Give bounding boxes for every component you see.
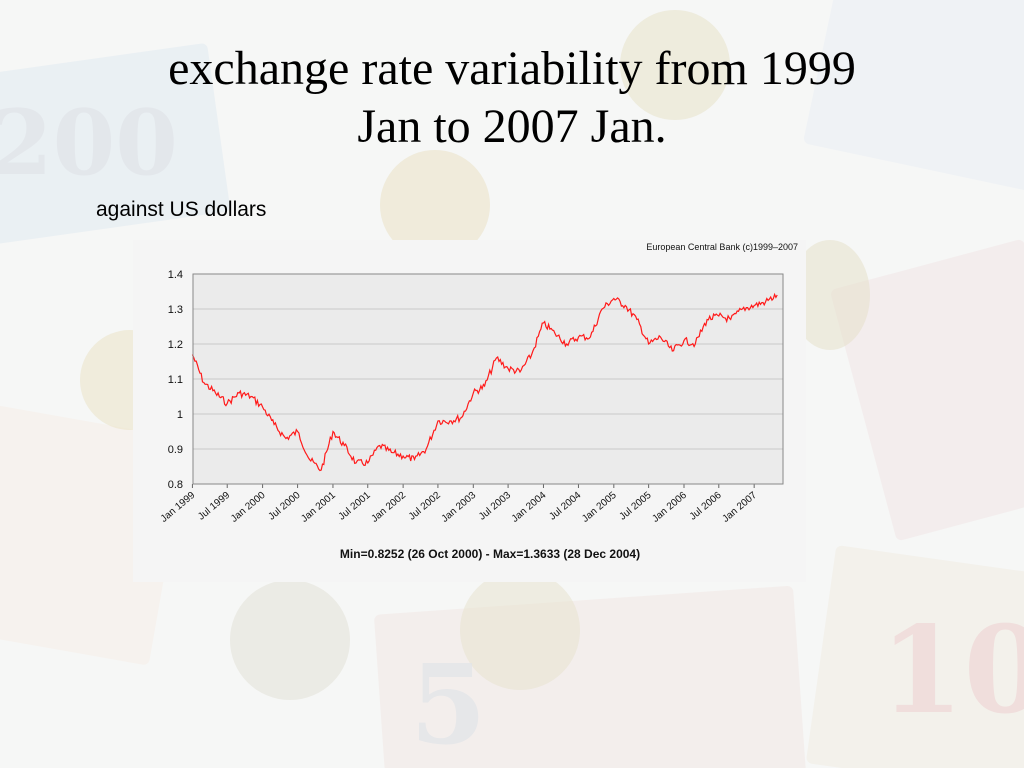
plot-border: [192, 273, 784, 485]
x-tick-label: Jan 2000: [229, 490, 268, 525]
x-tick-label: Jul 2002: [407, 490, 443, 523]
x-tick-label: Jan 2005: [580, 490, 619, 525]
x-tick-label: Jan 2003: [440, 490, 479, 525]
chart-source: European Central Bank (c)1999–2007: [646, 242, 798, 252]
chart-svg: European Central Bank (c)1999–2007 1.41.…: [159, 242, 798, 561]
slide-title: exchange rate variability from 1999 Jan …: [0, 40, 1024, 156]
y-tick-label: 1.2: [168, 339, 183, 351]
x-tick-label: Jan 2007: [720, 490, 759, 525]
chart-min-max-label: Min=0.8252 (26 Oct 2000) - Max=1.3633 (2…: [340, 547, 640, 561]
x-tick-label: Jan 2004: [510, 490, 549, 525]
y-tick-label: 1: [177, 409, 183, 421]
exchange-rate-chart: European Central Bank (c)1999–2007 1.4 1.…: [133, 240, 806, 582]
x-tick-label: Jan 2006: [650, 490, 689, 525]
x-tick-label: Jul 2004: [547, 490, 583, 523]
x-tick-label: Jul 2003: [477, 490, 513, 523]
slide-subtitle: against US dollars: [96, 198, 267, 221]
y-tick-label: 1.3: [168, 304, 183, 316]
slide-title-line1: exchange rate variability from 1999: [168, 42, 856, 95]
y-axis-ticks: 1.4 1.3 1.2 1.1 1 0.9 0.8: [168, 269, 183, 491]
y-tick-label: 0.8: [168, 479, 183, 491]
slide-title-line2: Jan to 2007 Jan.: [357, 100, 667, 153]
x-tick-label: Jan 1999: [159, 490, 198, 525]
y-tick-label: 1.1: [168, 374, 183, 386]
x-tick-label: Jul 2000: [266, 490, 302, 523]
y-tick-label: 0.9: [168, 444, 183, 456]
series-line-eur-usd: [191, 292, 778, 472]
x-tick-label: Jul 2001: [337, 490, 373, 523]
x-tick-label: Jul 2006: [688, 490, 724, 523]
x-tick-label: Jan 2001: [299, 490, 338, 525]
x-tick-label: Jul 2005: [618, 490, 654, 523]
x-tick-label: Jul 1999: [196, 490, 232, 523]
x-tick-label: Jan 2002: [369, 490, 408, 525]
y-tick-label: 1.4: [168, 269, 183, 281]
